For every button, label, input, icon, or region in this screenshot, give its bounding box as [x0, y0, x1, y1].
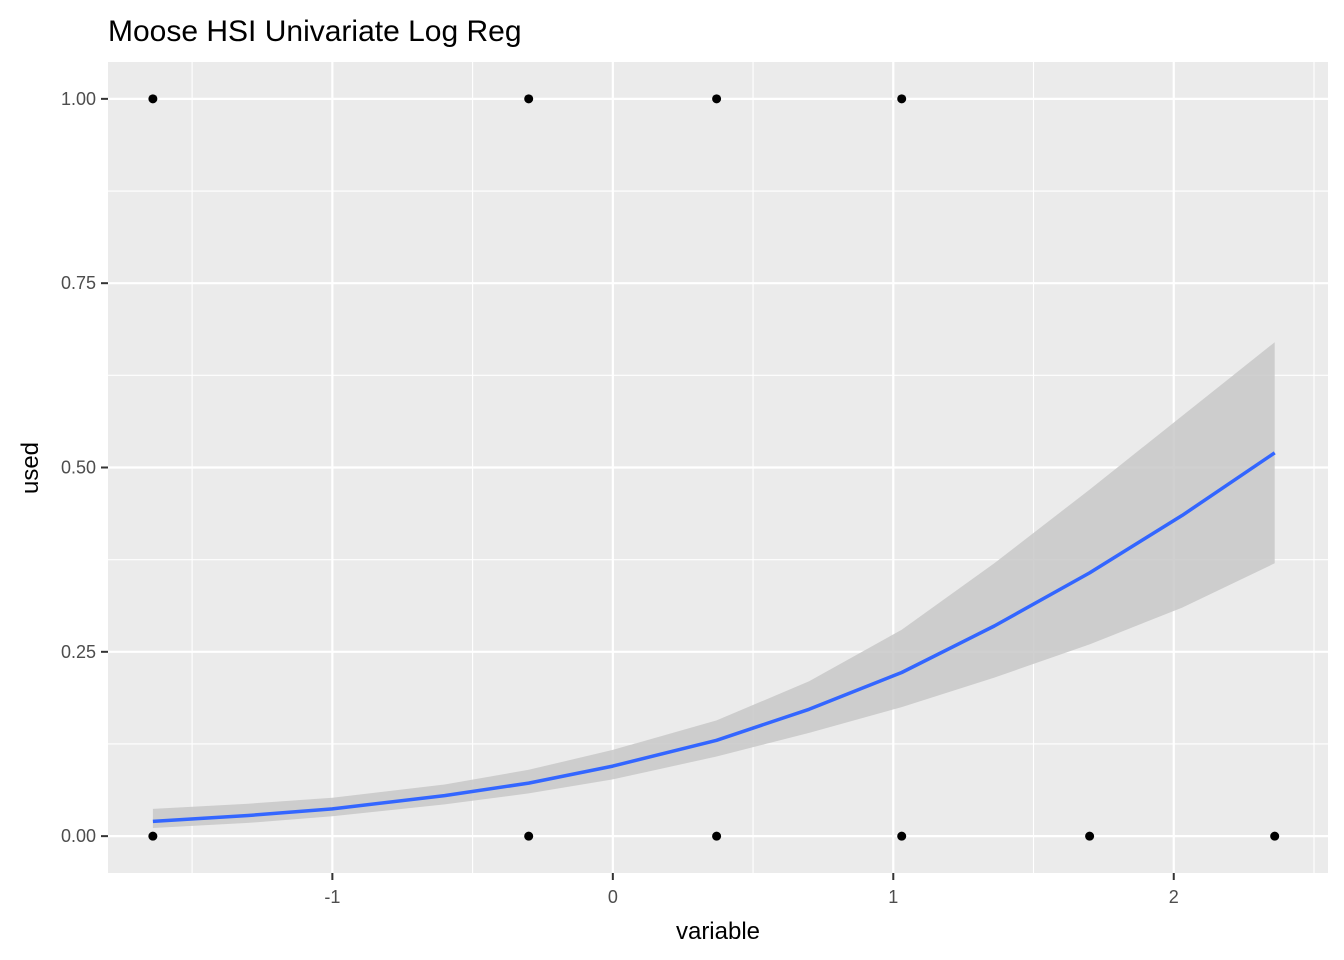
data-point [712, 94, 722, 104]
data-point [1085, 831, 1095, 841]
y-tick-label: 0.00 [61, 826, 96, 846]
y-axis-title: used [17, 442, 44, 494]
data-point [897, 831, 907, 841]
y-tick-label: 1.00 [61, 89, 96, 109]
data-point [148, 94, 158, 104]
data-point [712, 831, 722, 841]
data-points [148, 94, 1280, 841]
fit-line [152, 451, 1276, 824]
x-axis: -1 0 1 2 [324, 873, 1179, 907]
y-tick-label: 0.75 [61, 273, 96, 293]
data-point [1270, 831, 1280, 841]
y-tick-label: 0.25 [61, 642, 96, 662]
data-point [524, 831, 534, 841]
x-axis-title: variable [676, 918, 760, 945]
chart-title: Moose HSI Univariate Log Reg [108, 15, 522, 48]
y-axis: 0.00 0.25 0.50 0.75 1.00 [61, 89, 108, 846]
data-point [897, 94, 907, 104]
data-point [148, 831, 158, 841]
y-tick-label: 0.50 [61, 458, 96, 478]
x-tick-label: 1 [888, 887, 898, 907]
x-tick-label: 0 [608, 887, 618, 907]
x-tick-label: -1 [324, 887, 340, 907]
x-tick-label: 2 [1169, 887, 1179, 907]
data-point [524, 94, 534, 104]
confidence-ribbon [152, 342, 1275, 828]
